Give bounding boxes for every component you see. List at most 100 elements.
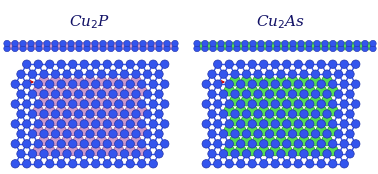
Circle shape bbox=[46, 100, 54, 108]
Circle shape bbox=[91, 60, 100, 68]
Circle shape bbox=[84, 45, 90, 52]
Circle shape bbox=[108, 96, 118, 106]
Text: Cu$_2$As: Cu$_2$As bbox=[256, 13, 305, 31]
Circle shape bbox=[282, 160, 291, 168]
Circle shape bbox=[57, 120, 65, 128]
Circle shape bbox=[126, 100, 135, 108]
Circle shape bbox=[357, 42, 365, 50]
Circle shape bbox=[219, 130, 228, 138]
Circle shape bbox=[299, 76, 309, 86]
Circle shape bbox=[340, 160, 349, 168]
Circle shape bbox=[346, 40, 352, 47]
Circle shape bbox=[120, 130, 129, 138]
Circle shape bbox=[15, 42, 23, 50]
Circle shape bbox=[125, 106, 135, 116]
Circle shape bbox=[172, 40, 178, 47]
Circle shape bbox=[260, 60, 268, 68]
Circle shape bbox=[346, 90, 354, 98]
Circle shape bbox=[60, 40, 66, 47]
Circle shape bbox=[56, 86, 66, 96]
Circle shape bbox=[202, 160, 211, 168]
Circle shape bbox=[85, 116, 95, 126]
Circle shape bbox=[226, 40, 232, 47]
Circle shape bbox=[96, 116, 107, 126]
Circle shape bbox=[138, 100, 146, 108]
Circle shape bbox=[39, 76, 49, 86]
Circle shape bbox=[305, 105, 315, 116]
Circle shape bbox=[73, 116, 84, 126]
Circle shape bbox=[322, 135, 332, 146]
Circle shape bbox=[140, 40, 146, 47]
Circle shape bbox=[63, 42, 71, 50]
Circle shape bbox=[276, 135, 286, 146]
Circle shape bbox=[338, 40, 344, 47]
Circle shape bbox=[102, 126, 112, 136]
Circle shape bbox=[352, 140, 360, 148]
Circle shape bbox=[47, 42, 55, 50]
Circle shape bbox=[237, 160, 245, 168]
Circle shape bbox=[161, 140, 169, 148]
Circle shape bbox=[305, 86, 315, 96]
Circle shape bbox=[161, 60, 169, 68]
Circle shape bbox=[155, 130, 163, 138]
Circle shape bbox=[111, 42, 119, 50]
Circle shape bbox=[323, 90, 331, 98]
Circle shape bbox=[330, 45, 336, 52]
Circle shape bbox=[172, 45, 178, 52]
Circle shape bbox=[208, 130, 216, 138]
Circle shape bbox=[306, 45, 312, 52]
Circle shape bbox=[293, 86, 304, 96]
Circle shape bbox=[294, 120, 302, 128]
Circle shape bbox=[56, 126, 66, 136]
Circle shape bbox=[80, 140, 88, 148]
Circle shape bbox=[155, 110, 163, 118]
Circle shape bbox=[68, 160, 77, 168]
Circle shape bbox=[248, 120, 256, 128]
Circle shape bbox=[164, 45, 170, 52]
Circle shape bbox=[143, 70, 152, 78]
Circle shape bbox=[91, 100, 100, 108]
Circle shape bbox=[55, 42, 63, 50]
Circle shape bbox=[346, 45, 352, 52]
Circle shape bbox=[92, 45, 98, 52]
Circle shape bbox=[71, 42, 79, 50]
Circle shape bbox=[287, 115, 298, 126]
Circle shape bbox=[91, 145, 101, 156]
Circle shape bbox=[241, 76, 252, 86]
Circle shape bbox=[242, 40, 248, 47]
Circle shape bbox=[270, 105, 280, 116]
Circle shape bbox=[149, 120, 158, 128]
Circle shape bbox=[352, 60, 360, 68]
Circle shape bbox=[299, 96, 309, 106]
Circle shape bbox=[298, 40, 304, 47]
Circle shape bbox=[46, 140, 54, 148]
Circle shape bbox=[305, 140, 314, 148]
Circle shape bbox=[85, 76, 95, 86]
Circle shape bbox=[310, 115, 321, 126]
Circle shape bbox=[124, 45, 130, 52]
Circle shape bbox=[74, 110, 83, 118]
Circle shape bbox=[282, 140, 291, 148]
Circle shape bbox=[46, 80, 54, 88]
Circle shape bbox=[282, 105, 292, 116]
Circle shape bbox=[282, 60, 291, 68]
Circle shape bbox=[91, 160, 100, 168]
Circle shape bbox=[328, 100, 337, 108]
Circle shape bbox=[91, 140, 100, 148]
Circle shape bbox=[352, 80, 360, 88]
Circle shape bbox=[91, 86, 101, 96]
Circle shape bbox=[293, 125, 304, 136]
Circle shape bbox=[265, 130, 274, 138]
Circle shape bbox=[56, 145, 66, 156]
Circle shape bbox=[323, 130, 331, 138]
Circle shape bbox=[68, 145, 78, 156]
Circle shape bbox=[46, 160, 54, 168]
Circle shape bbox=[202, 120, 211, 128]
Circle shape bbox=[103, 160, 112, 168]
Circle shape bbox=[132, 40, 138, 47]
Circle shape bbox=[76, 40, 82, 47]
Circle shape bbox=[242, 130, 251, 138]
Circle shape bbox=[322, 40, 328, 47]
Circle shape bbox=[51, 76, 60, 86]
Circle shape bbox=[63, 90, 71, 98]
